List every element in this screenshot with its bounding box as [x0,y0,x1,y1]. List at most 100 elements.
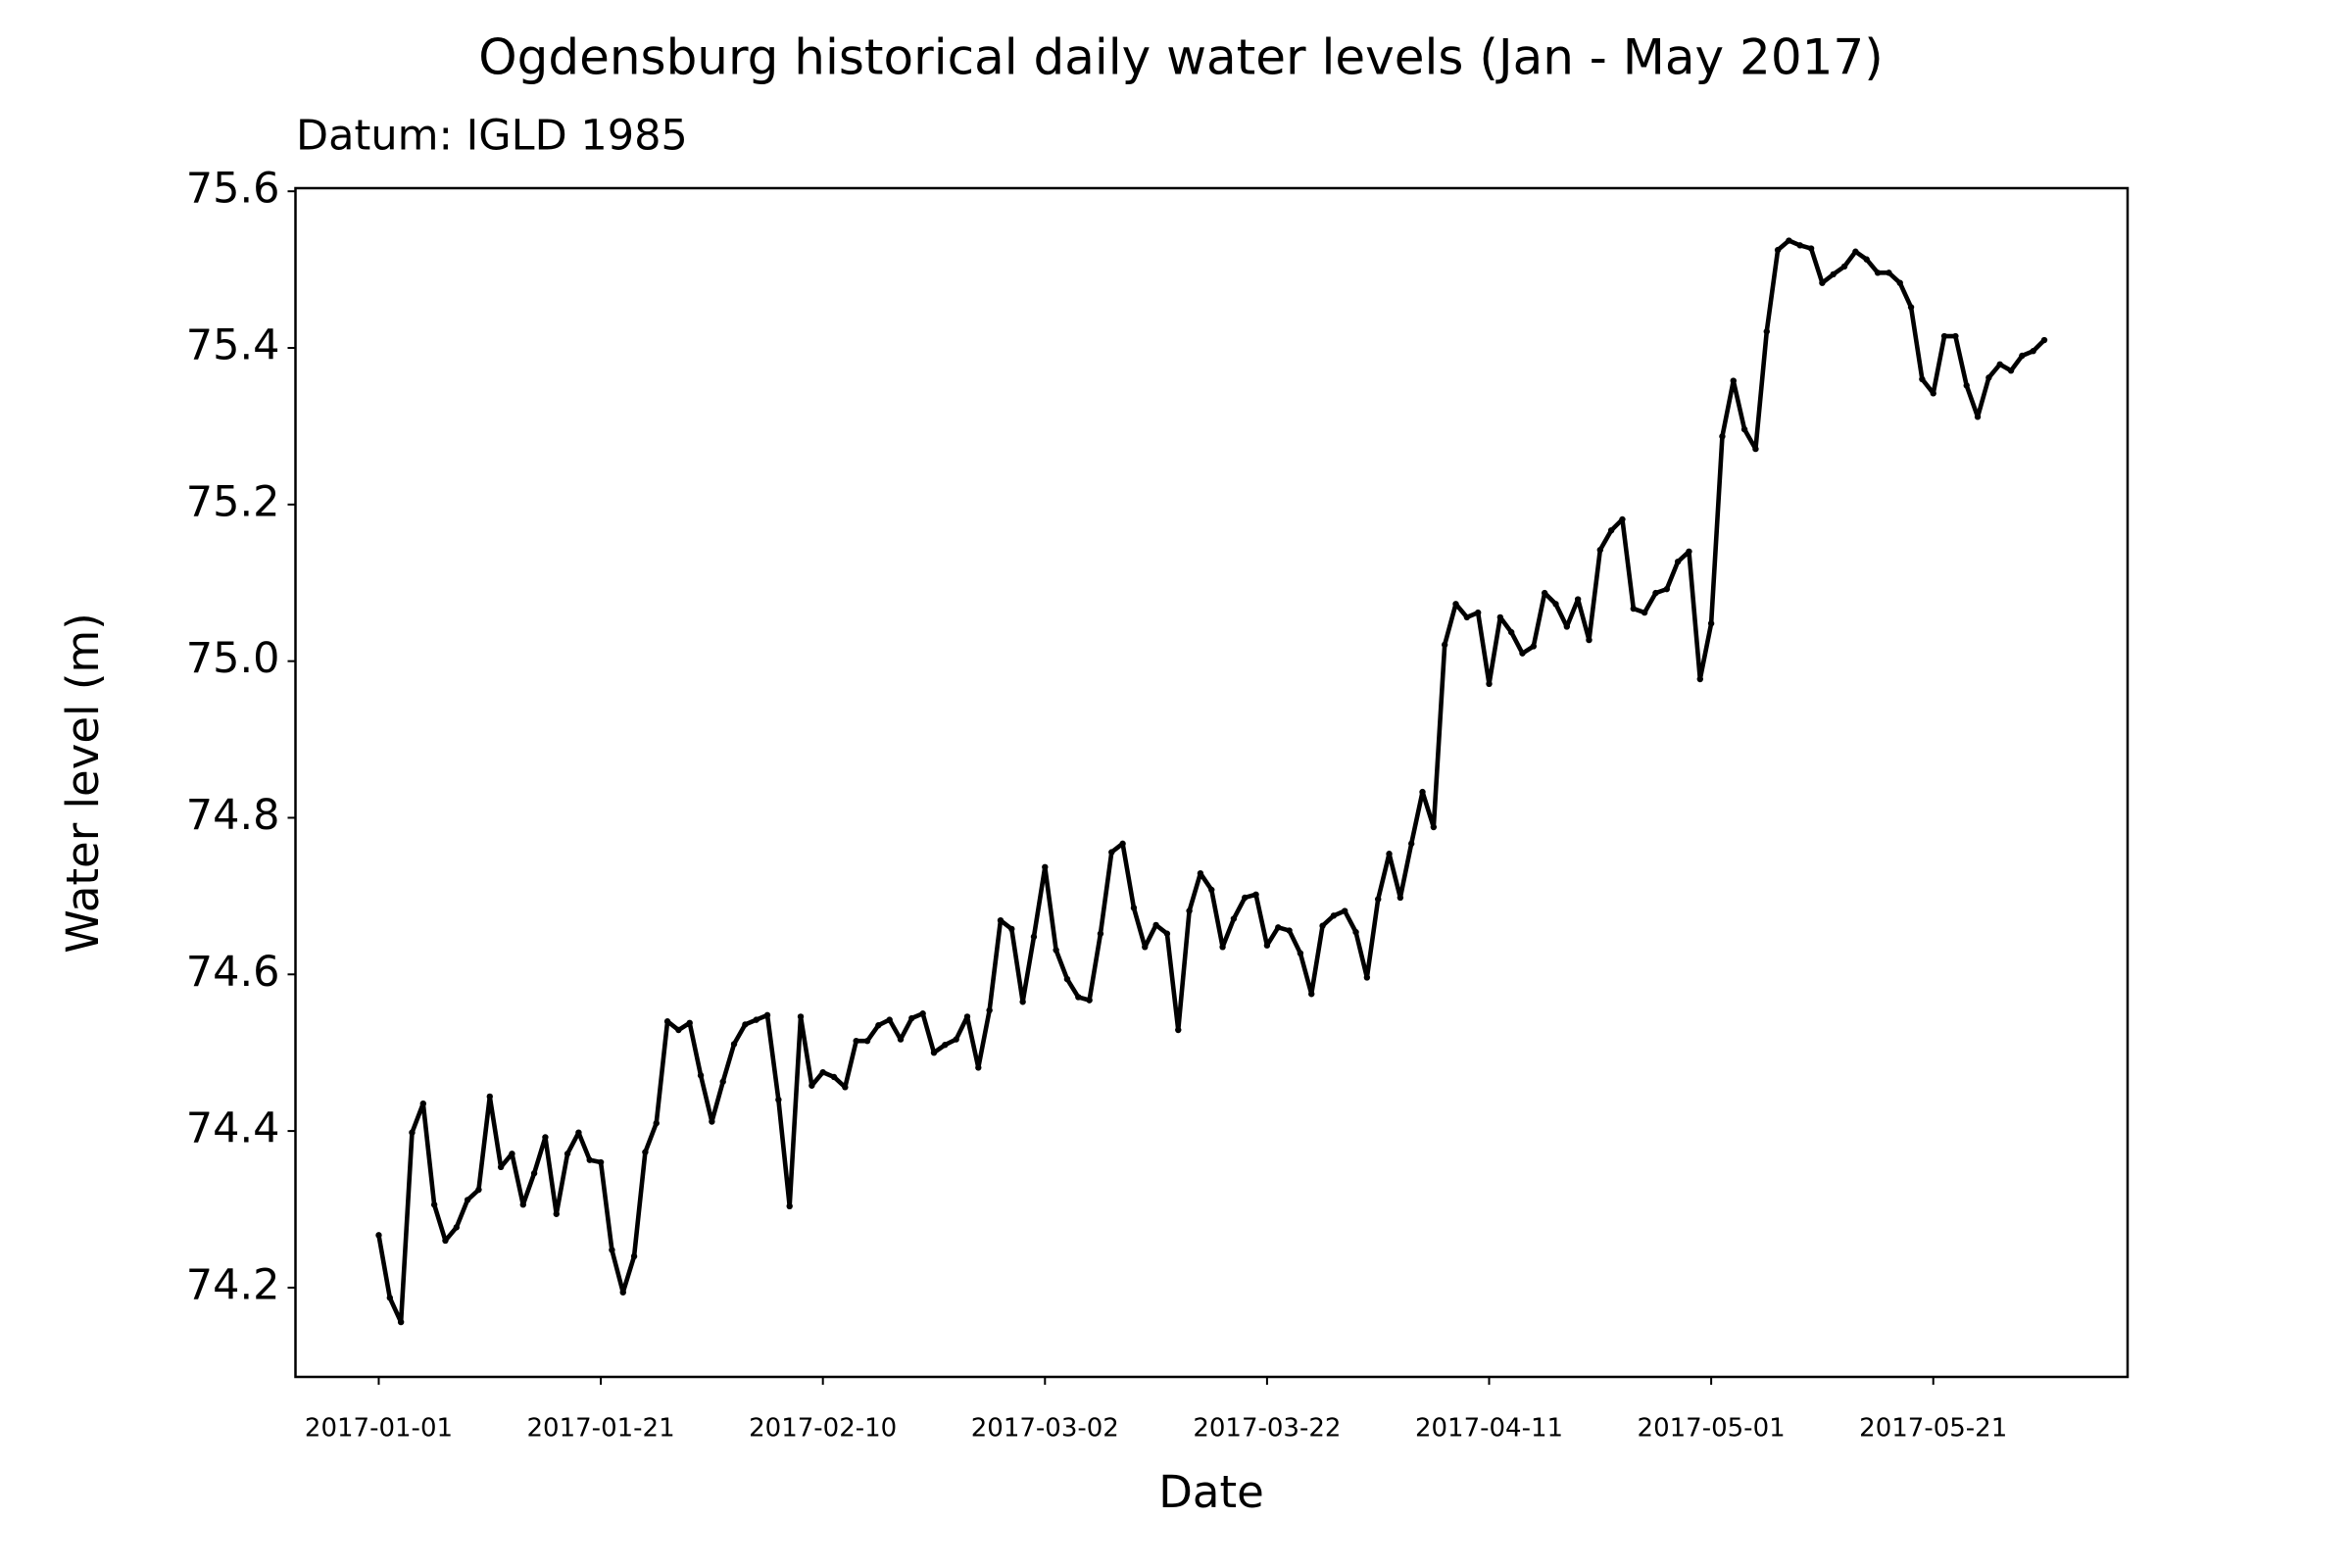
data-point [775,1096,782,1103]
data-point [1342,907,1348,914]
data-point [1486,680,1493,688]
data-point [1474,609,1482,616]
data-point [730,1041,738,1048]
data-point [1252,891,1259,898]
data-point [653,1119,660,1127]
data-point [1396,894,1404,902]
data-point [1075,994,1082,1001]
data-point [1840,263,1848,270]
plot-frame [294,186,2130,1379]
data-point [1230,915,1238,922]
data-point [808,1082,815,1089]
x-tick-label: 2017-05-21 [1859,1414,2007,1444]
data-point [1786,237,1792,244]
data-point [709,1118,715,1125]
data-point [1552,601,1559,608]
data-point [842,1084,849,1091]
data-point [386,1295,394,1301]
data-point [1663,585,1670,593]
data-point [1974,414,1982,420]
data-point [619,1289,626,1296]
chart-title: Ogdensburg historical daily water levels… [478,29,1884,86]
data-point [419,1100,426,1107]
data-point [1619,515,1626,523]
data-point [1463,613,1471,621]
data-point [863,1037,871,1045]
data-point [1907,304,1915,311]
data-point [763,1011,771,1019]
data-point [1586,636,1592,644]
data-point [886,1016,893,1023]
data-point [1530,643,1538,650]
y-axis-label: Water level (m) [57,612,109,954]
x-axis-label: Date [1158,1466,1264,1518]
data-point [1686,548,1692,555]
data-point [1519,650,1526,657]
data-point [1430,823,1438,831]
data-point [630,1252,638,1260]
data-point [1963,382,1970,389]
data-point [1119,840,1126,848]
data-point [719,1078,726,1085]
y-tick-label: 75.2 [186,477,280,526]
data-point [1607,526,1615,534]
data-point [1152,921,1159,929]
data-point [464,1197,471,1203]
data-point [1863,256,1870,263]
data-point [2007,367,2015,374]
data-point [1219,944,1226,951]
data-point [1053,947,1059,954]
x-tick-label: 2017-01-01 [305,1414,453,1444]
data-point [975,1064,982,1071]
data-point [1652,589,1659,597]
data-point [1852,248,1859,255]
data-point [1641,609,1648,616]
data-point [1563,623,1571,630]
x-tick-label: 2017-01-21 [527,1414,675,1444]
data-point [675,1026,682,1034]
data-point [986,1006,993,1014]
data-point [1063,975,1071,983]
data-point [830,1073,838,1081]
x-tick-label: 2017-03-22 [1193,1414,1341,1444]
y-tick-label: 75.6 [186,165,280,214]
data-point [1752,445,1759,453]
data-point [1407,840,1415,848]
data-point [908,1014,915,1022]
data-point [1319,922,1326,929]
data-point [919,1010,926,1017]
y-tick-label: 75.0 [186,634,280,683]
data-point [1419,788,1426,796]
data-point [1019,999,1026,1005]
data-point [509,1151,515,1157]
data-point [1086,997,1093,1004]
data-point [686,1019,693,1027]
data-point [1919,375,1926,383]
data-point [1441,641,1448,649]
data-point [853,1037,859,1045]
data-point [486,1093,493,1101]
data-point [819,1068,826,1076]
data-point [1985,374,1992,381]
data-point [1730,377,1737,384]
y-tick-label: 74.4 [186,1104,280,1153]
y-tick-label: 74.2 [186,1260,280,1309]
data-point [1275,924,1282,931]
data-point [1763,328,1770,335]
data-point [1596,546,1604,554]
data-point [1197,869,1204,877]
data-point [1352,928,1359,936]
data-point [1996,361,2003,368]
chart-subtitle: Datum: IGLD 1985 [296,112,688,161]
data-point [797,1013,805,1020]
data-point [597,1158,605,1166]
x-tick-label: 2017-02-10 [749,1414,897,1444]
data-point [1930,390,1936,397]
data-point [1042,863,1049,871]
data-point [475,1186,482,1194]
data-point [930,1049,938,1056]
data-point [1541,589,1548,597]
